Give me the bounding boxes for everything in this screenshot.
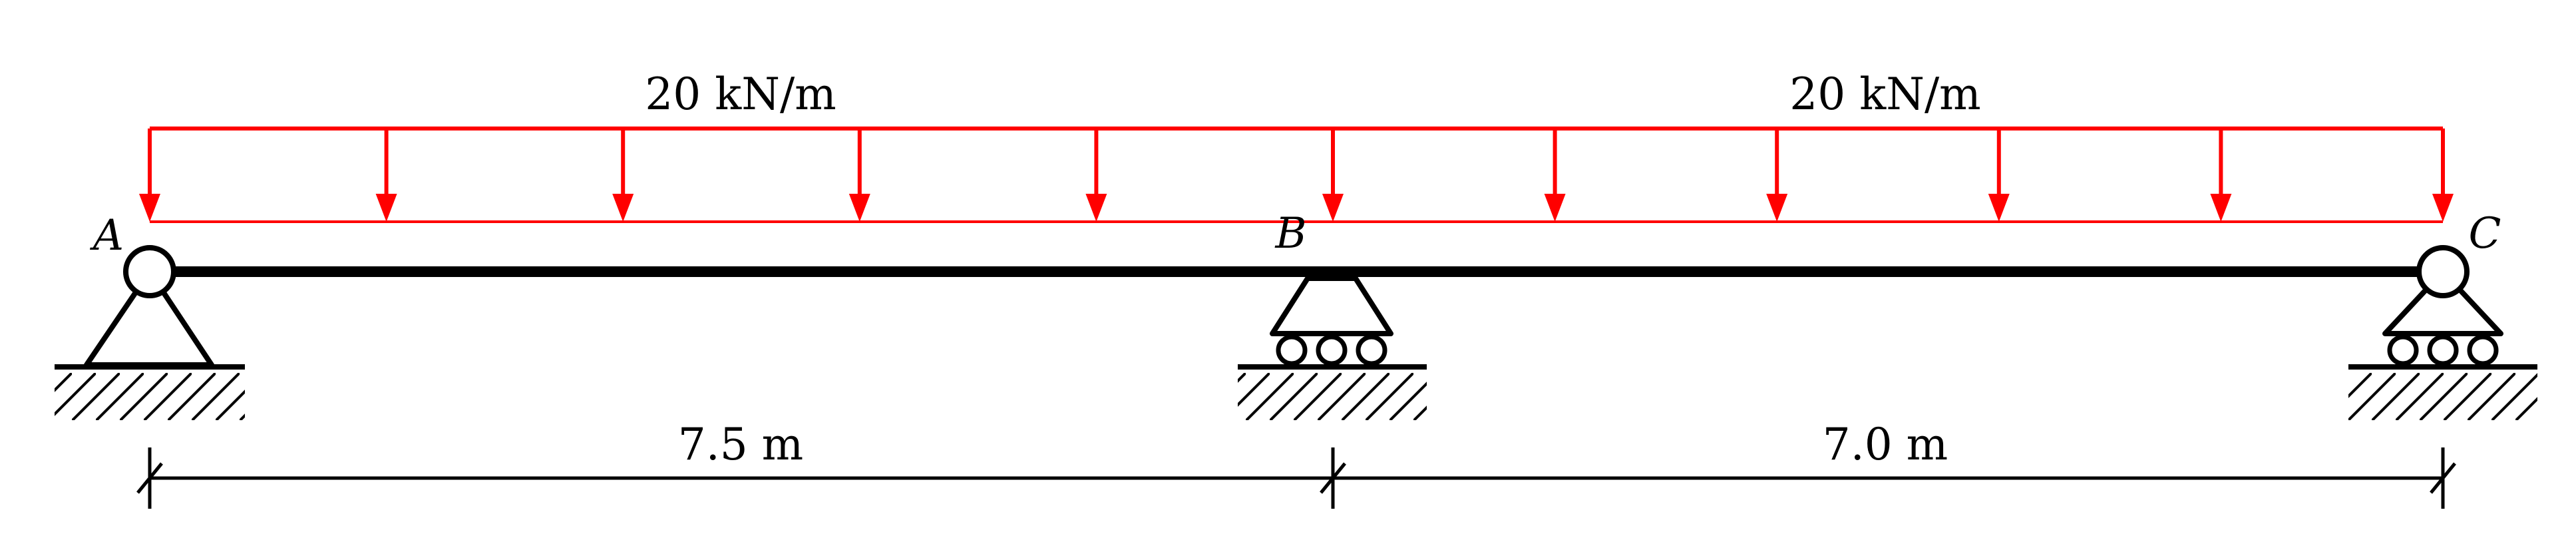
roller-wheel-b1 — [1276, 334, 1308, 366]
hinge-c-icon — [2416, 245, 2470, 298]
span-label-bc: 7.0 m — [1823, 419, 1948, 470]
udl-bc-arrow-head-icon — [1988, 194, 2010, 222]
load-label-ab: 20 kN/m — [645, 69, 836, 120]
roller-support-triangle-c — [2382, 269, 2503, 336]
support-c-roller: C — [2348, 209, 2537, 420]
roller-wheel-c3 — [2467, 334, 2499, 366]
udl-ab-arrow-head-icon — [848, 194, 870, 222]
dimension-lines: 7.5 m 7.0 m — [136, 419, 2456, 509]
node-label-a: A — [90, 211, 124, 260]
dimension-slash-b — [1320, 462, 1346, 494]
udl-ab-arrow-head-icon — [1322, 194, 1344, 222]
node-label-b: B — [1274, 209, 1306, 258]
dimension-slash-a — [136, 462, 163, 494]
hinge-a-icon — [123, 245, 176, 298]
ground-hatch-a — [55, 367, 245, 420]
load-label-bc: 20 kN/m — [1789, 69, 1981, 120]
distributed-loads: 20 kN/m 20 kN/m — [139, 69, 2454, 223]
udl-bc-arrow-head-icon — [2210, 194, 2232, 222]
udl-bc-arrow-head-icon — [2432, 194, 2454, 222]
roller-support-triangle-b — [1270, 276, 1393, 336]
udl-bc-arrow-head-icon — [1766, 194, 1788, 222]
udl-ab-arrow-head-icon — [1085, 194, 1107, 222]
udl-ab-arrow-head-icon — [139, 194, 160, 222]
ground-hatch-b — [1238, 367, 1427, 420]
node-label-c: C — [2469, 209, 2501, 258]
dimension-slash-c — [2430, 462, 2456, 494]
roller-wheel-b2 — [1316, 334, 1348, 366]
ground-hatch-c — [2348, 367, 2537, 420]
roller-wheel-c1 — [2387, 334, 2419, 366]
span-label-ab: 7.5 m — [678, 419, 804, 470]
support-b-roller: B — [1238, 209, 1427, 420]
udl-arrows-bc — [1544, 129, 2454, 222]
udl-bc-arrow-head-icon — [1544, 194, 1566, 222]
udl-ab-arrow-head-icon — [375, 194, 397, 222]
roller-wheel-c2 — [2427, 334, 2459, 366]
roller-wheel-b3 — [1356, 334, 1387, 366]
udl-arrows-ab — [139, 129, 1344, 222]
support-a-pin: A — [55, 211, 245, 420]
udl-ab-arrow-head-icon — [612, 194, 634, 222]
